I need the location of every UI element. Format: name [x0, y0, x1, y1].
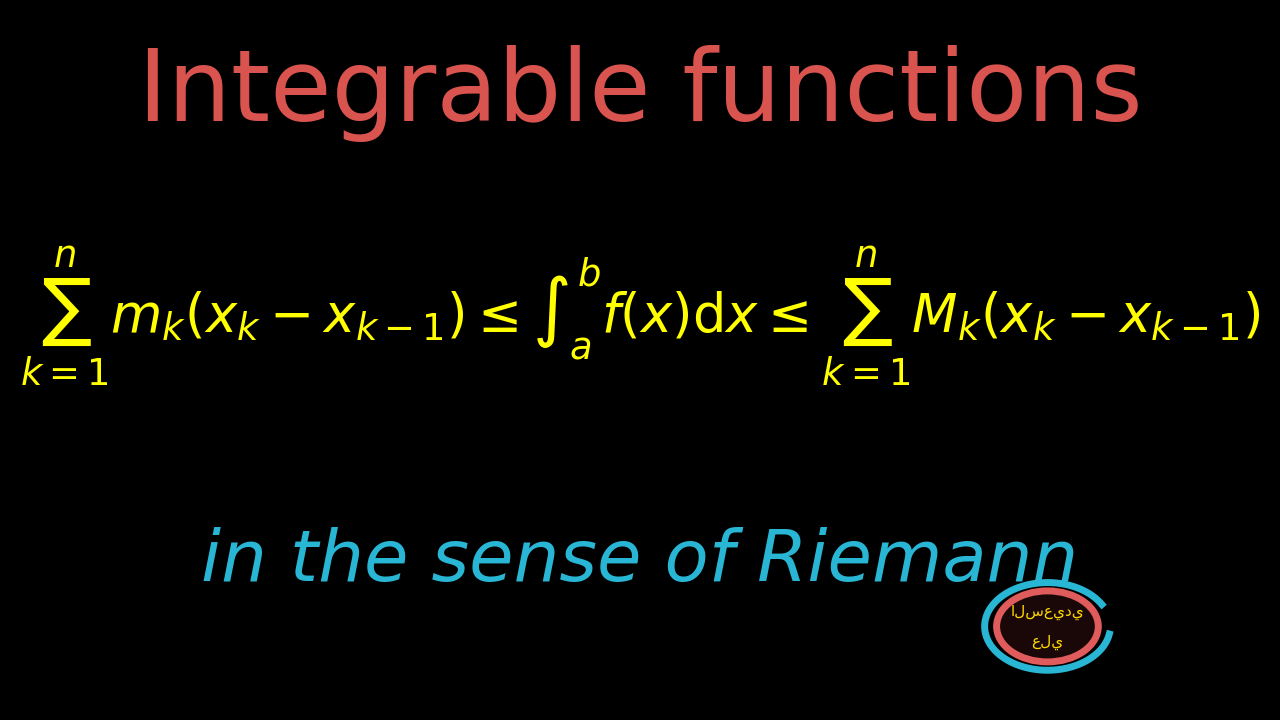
Text: $\sum_{k=1}^{n} m_k(x_k - x_{k-1}) \leq \int_a^b f(x)\mathrm{d}x \leq \sum_{k=1}: $\sum_{k=1}^{n} m_k(x_k - x_{k-1}) \leq …: [19, 245, 1261, 389]
Circle shape: [997, 591, 1098, 662]
Text: السعيدي: السعيدي: [1011, 604, 1084, 620]
Text: Integrable functions: Integrable functions: [138, 45, 1142, 142]
Text: in the sense of Riemann: in the sense of Riemann: [201, 527, 1079, 596]
Text: علي: علي: [1032, 634, 1064, 650]
